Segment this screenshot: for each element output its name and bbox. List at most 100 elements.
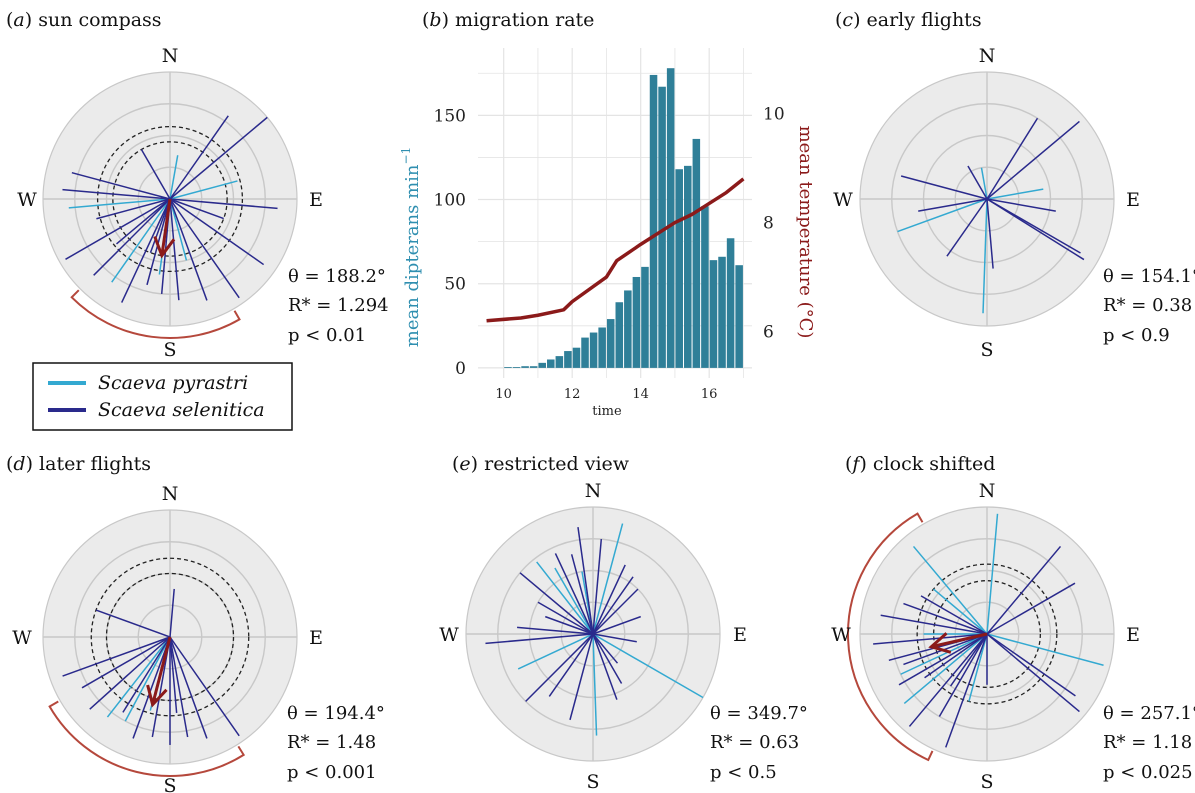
panel-d-track-selenitica-10 — [132, 636, 171, 739]
panel-a-p: p < 0.01 — [288, 325, 366, 346]
panel-f-track-pyrastri-4 — [986, 633, 1104, 666]
panel-e-p: p < 0.5 — [710, 762, 777, 783]
panel-d-track-pyrastri-1 — [124, 636, 171, 722]
panel-a-east-label: E — [309, 189, 323, 211]
panel-c-letter: c — [842, 9, 853, 31]
panel-a-track-selenitica-15 — [146, 198, 171, 286]
panel-c-title: (c) early flights — [835, 9, 982, 31]
panel-f-track-selenitica-21 — [903, 602, 988, 635]
panel-a-significance-circle-1 — [112, 141, 228, 257]
panel-a-track-selenitica-13 — [169, 198, 180, 301]
panel-f-mean-vector — [930, 632, 988, 649]
panel-c-track-selenitica-6 — [986, 120, 1080, 200]
panel-e-track-selenitica-19 — [525, 633, 594, 702]
legend-label-selenitica: Scaeva selenitica — [98, 399, 265, 421]
panel-b-bar-18 — [649, 74, 658, 368]
panel-c-rstar: R* = 0.38 — [1103, 295, 1192, 316]
panel-a-track-selenitica-10 — [169, 198, 265, 266]
panel-d-p: p < 0.001 — [287, 762, 377, 783]
panel-e-east-label: E — [733, 624, 747, 646]
panel-d-south-label: S — [163, 775, 176, 793]
panel-a-track-selenitica-18 — [65, 198, 171, 260]
panel-b-migration-rate: (b) migration rate 10 12 14 160501001506810… — [399, 9, 816, 419]
panel-f-track-selenitica-13 — [880, 614, 988, 635]
panel-f-rstar: R* = 1.18 — [1103, 732, 1192, 753]
panel-d-track-selenitica-15 — [95, 609, 171, 638]
panel-d-west-label: W — [12, 627, 32, 649]
panel-c-track-selenitica-5 — [986, 117, 1039, 200]
panel-b-bar-20 — [666, 68, 675, 368]
panel-a-south-label: S — [163, 339, 176, 361]
panel-c-title-text: early flights — [867, 9, 982, 31]
panel-b-title-text: migration rate — [455, 9, 594, 31]
panel-b-bar-25 — [709, 260, 718, 368]
panel-a-track-pyrastri-2 — [169, 180, 238, 200]
panel-e-track-selenitica-16 — [545, 615, 594, 635]
panel-c-p: p < 0.9 — [1103, 325, 1170, 346]
panel-c-track-pyrastri-1 — [986, 188, 1044, 200]
panel-b-bar-1 — [504, 367, 512, 368]
panel-d-letter: d — [13, 453, 25, 475]
panel-b-bar-21 — [675, 169, 683, 368]
panel-b-xtick-10: 10 — [495, 387, 512, 402]
panel-c-early-flights: (c) early flights N E S W θ = 154.1° R* … — [833, 9, 1195, 361]
panel-f-track-selenitica-17 — [898, 633, 988, 686]
panel-b-bar-8 — [564, 351, 572, 368]
panel-f-track-selenitica-23 — [924, 633, 988, 679]
panel-e-track-selenitica-26 — [592, 633, 637, 643]
panel-e-track-selenitica-25 — [592, 588, 639, 635]
panel-a-track-selenitica-17 — [93, 198, 171, 276]
panel-b-plot: 10 12 14 16 0 50 100 150 6 8 10 — [434, 48, 785, 402]
panel-a-track-selenitica-9 — [169, 198, 278, 210]
legend: Scaeva pyrastri Scaeva selenitica — [32, 362, 293, 431]
panel-b-xlabel: time — [592, 404, 622, 419]
panel-f-track-selenitica-24 — [949, 633, 988, 687]
panel-b-bar-17 — [641, 266, 649, 368]
panel-e-title-text: restricted view — [484, 453, 630, 475]
panel-a-mean-vector-head — [153, 236, 176, 259]
panel-a-track-selenitica-23 — [149, 198, 171, 253]
panel-e-track-pyrastri-2 — [554, 567, 594, 635]
panel-e-track-selenitica-15 — [537, 601, 594, 635]
panel-a-track-selenitica-22 — [116, 198, 171, 245]
panel-a-track-selenitica-19 — [96, 198, 171, 220]
panel-c-east-label: E — [1126, 189, 1140, 211]
panel-f-south-label: S — [980, 771, 993, 793]
panel-e-north-label: N — [585, 480, 602, 502]
panel-f-theta: θ = 257.1° — [1103, 703, 1195, 724]
panel-e-track-pyrastri-1 — [592, 523, 624, 635]
panel-b-xtick-14: 14 — [632, 387, 649, 402]
panel-b-bar-22 — [684, 165, 692, 368]
panel-d-track-selenitica-12 — [89, 636, 171, 710]
panel-a-confidence-arc — [70, 289, 241, 339]
panel-d-rstar: R* = 1.48 — [287, 732, 376, 753]
panel-e-track-selenitica-23 — [592, 633, 623, 684]
panel-b-bar-24 — [701, 206, 709, 368]
panel-f-track-selenitica-10 — [986, 582, 1076, 635]
panel-a-significance-circle-2 — [96, 125, 244, 273]
panel-a-track-selenitica-21 — [71, 171, 171, 200]
panel-d-title-text: later flights — [39, 453, 151, 475]
panel-c-track-selenitica-8 — [986, 198, 1081, 254]
panel-d-significance-circle-2 — [90, 557, 250, 717]
panel-d-track-selenitica-7 — [169, 636, 189, 738]
panel-d-theta: θ = 194.4° — [287, 703, 385, 724]
panel-a-track-selenitica-25 — [140, 149, 171, 200]
panel-f-track-selenitica-18 — [908, 633, 988, 727]
panel-f-north-label: N — [979, 480, 996, 502]
panel-e-track-selenitica-8 — [577, 526, 594, 635]
panel-b-ytick-left-150: 150 — [434, 106, 466, 126]
panel-b-ytick-right-10: 10 — [763, 104, 785, 124]
panel-b-bar-3 — [521, 366, 529, 368]
panel-b-bar-11 — [589, 332, 598, 368]
panel-b-bar-2 — [512, 367, 521, 368]
panel-f-track-selenitica-9 — [986, 545, 1062, 635]
panel-e-south-label: S — [586, 771, 599, 793]
panel-b-bar-19 — [658, 86, 666, 368]
panel-b-bar-26 — [718, 256, 726, 368]
panel-a-track-pyrastri-6 — [169, 198, 188, 261]
panel-c-track-selenitica-11 — [918, 198, 988, 212]
panel-a-title-text: sun compass — [38, 9, 161, 31]
panel-c-south-label: S — [980, 339, 993, 361]
panel-a-track-selenitica-8 — [169, 115, 229, 200]
